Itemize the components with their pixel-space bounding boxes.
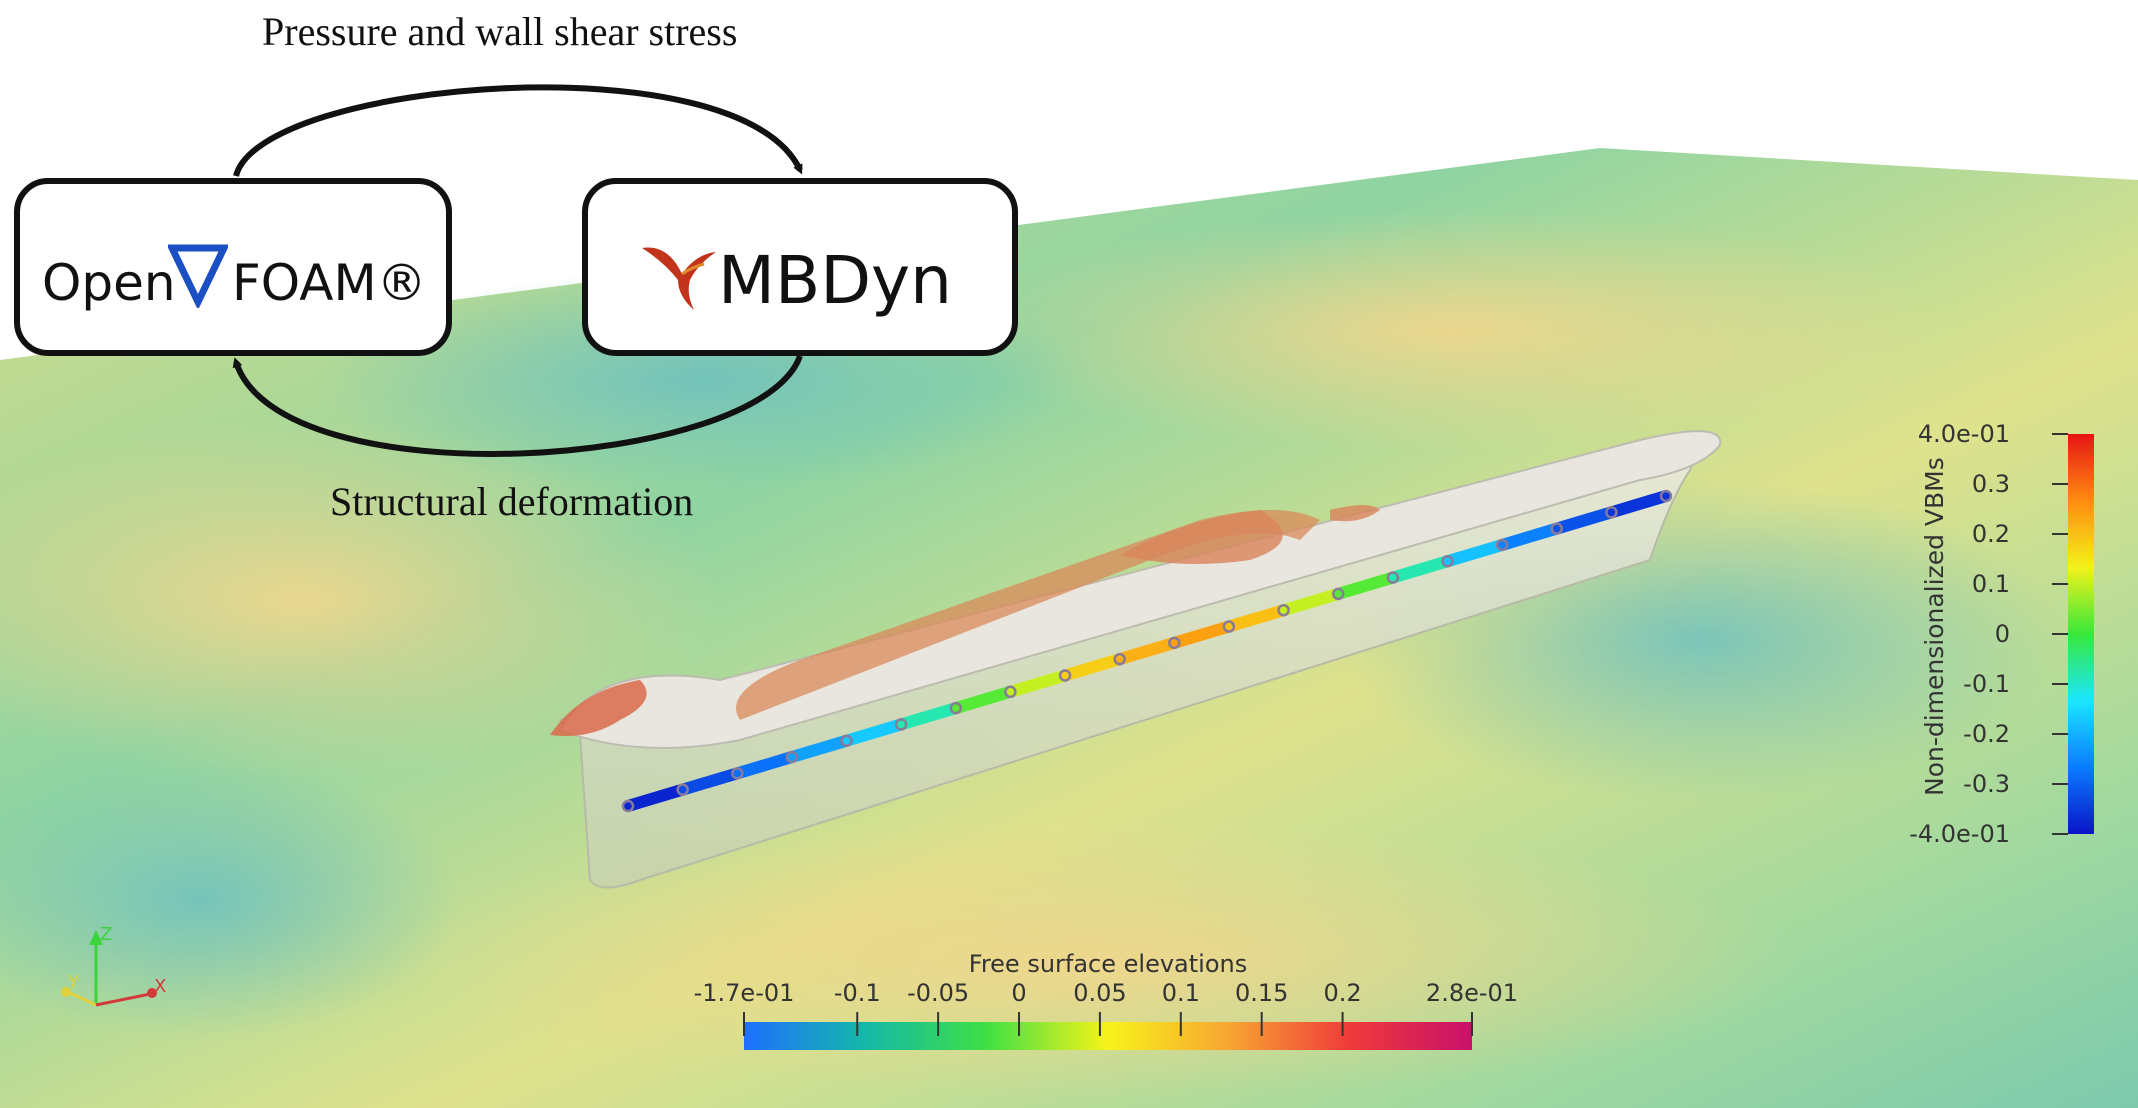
beam-segment xyxy=(1496,522,1563,551)
beam-model xyxy=(621,489,1673,813)
beam-segment xyxy=(1113,636,1181,666)
beam-segment xyxy=(949,685,1017,715)
vbm-colorbar xyxy=(2068,434,2094,834)
beam-node xyxy=(1386,571,1400,584)
beam-segment xyxy=(622,783,689,812)
openfoam-text-foam: FOAM® xyxy=(232,254,427,312)
free-surface-tick-label: -0.05 xyxy=(907,979,970,1007)
beam-node xyxy=(1659,489,1673,503)
beam-segment xyxy=(1332,571,1399,600)
beam-segment xyxy=(1277,587,1345,617)
pressure-label: Pressure and wall shear stress xyxy=(262,9,738,54)
beam-segment xyxy=(1386,555,1454,584)
beam-segment xyxy=(676,767,744,796)
beam-node xyxy=(1058,669,1072,682)
beam-node xyxy=(1441,555,1454,568)
vbm-tick-label: -0.2 xyxy=(1963,720,2010,748)
free-surface-colorbar xyxy=(744,1022,1472,1050)
axes-triad xyxy=(61,930,157,1007)
beam-segment xyxy=(1441,538,1509,568)
beam-node xyxy=(1605,506,1618,519)
beam-segment xyxy=(785,734,853,764)
y-axis-arrow-icon xyxy=(61,987,71,997)
vbm-tick-label: 0 xyxy=(1994,620,2010,648)
wave-crest xyxy=(950,210,1950,450)
free-surface-tick-label: -0.1 xyxy=(833,979,881,1007)
vbm-tick-label: -4.0e-01 xyxy=(1909,820,2010,848)
mbdyn-text: MBDyn xyxy=(718,242,952,319)
mbdyn-box: MBDyn xyxy=(582,178,1018,356)
vbm-ticks xyxy=(2052,433,2068,835)
free-surface-ticks xyxy=(743,1012,1473,1036)
beam-node xyxy=(1113,652,1126,666)
y-axis-label: Y xyxy=(68,972,79,993)
beam-node xyxy=(1495,538,1509,552)
z-axis-arrow-icon xyxy=(89,930,103,945)
free-surface-tick-label: -1.7e-01 xyxy=(693,979,795,1007)
beam-node xyxy=(1331,587,1345,601)
vbm-tick-label: 0.3 xyxy=(1971,470,2010,498)
vbm-tick-label: 0.2 xyxy=(1971,520,2010,548)
beam-node xyxy=(731,767,744,780)
free-surface-tick-label: 0.05 xyxy=(1073,979,1127,1007)
beam-segment xyxy=(1168,620,1235,649)
vbm-tick-label: 0.1 xyxy=(1971,570,2010,598)
z-axis-label: Z xyxy=(100,924,113,945)
free-surface-tick-label: 0.15 xyxy=(1234,979,1289,1007)
beam-node xyxy=(676,783,689,796)
beam-node xyxy=(1222,620,1236,633)
free-surface-tick-label: 0.1 xyxy=(1161,979,1200,1007)
deformation-arrow xyxy=(232,354,803,457)
beam-segment xyxy=(1222,604,1290,633)
beam-segment xyxy=(1004,669,1072,698)
free-surface-tick-label: 2.8e-01 xyxy=(1425,979,1519,1007)
pressure-patch xyxy=(1120,510,1283,564)
free-surface-tick-label: 0.2 xyxy=(1323,979,1362,1007)
beam-node xyxy=(785,750,799,764)
y-axis xyxy=(67,990,97,1007)
vbm-tick-label: 4.0e-01 xyxy=(1917,420,2010,448)
pressure-patch xyxy=(1330,505,1380,522)
deformation-label: Structural deformation xyxy=(330,479,694,524)
x-axis-label: X xyxy=(154,976,167,997)
nabla-icon xyxy=(168,244,228,308)
beam-node xyxy=(949,701,963,715)
beam-segment xyxy=(895,702,962,731)
bow-spray xyxy=(550,680,647,736)
openfoam-text-open: Open xyxy=(42,254,176,312)
beam-segment xyxy=(1605,490,1672,519)
pressure-arrow xyxy=(233,84,803,177)
beam-segment xyxy=(840,718,908,747)
free-surface-tick-label: 0 xyxy=(1011,979,1027,1007)
free-surface-title: Free surface elevations xyxy=(968,950,1248,978)
beam-node xyxy=(1004,685,1017,699)
wave-trough xyxy=(0,760,460,1040)
wave-crest xyxy=(0,420,720,780)
ship-hull xyxy=(550,430,1722,889)
beam-segment xyxy=(1059,653,1126,682)
x-axis-arrow-icon xyxy=(147,988,157,998)
vbm-tick-label: -0.1 xyxy=(1963,670,2010,698)
openfoam-box: Open FOAM® xyxy=(14,178,452,356)
x-axis xyxy=(95,992,151,1007)
beam-node xyxy=(1550,522,1563,535)
hummingbird-icon xyxy=(642,247,716,310)
vbm-tick-label: -0.3 xyxy=(1963,770,2010,798)
beam-segment xyxy=(1550,506,1618,535)
beam-node xyxy=(1277,603,1290,617)
beam-node xyxy=(840,734,853,747)
beam-node xyxy=(1168,636,1181,650)
beam-node xyxy=(621,799,635,813)
beam-segment xyxy=(731,751,798,780)
beam-node xyxy=(894,718,908,731)
